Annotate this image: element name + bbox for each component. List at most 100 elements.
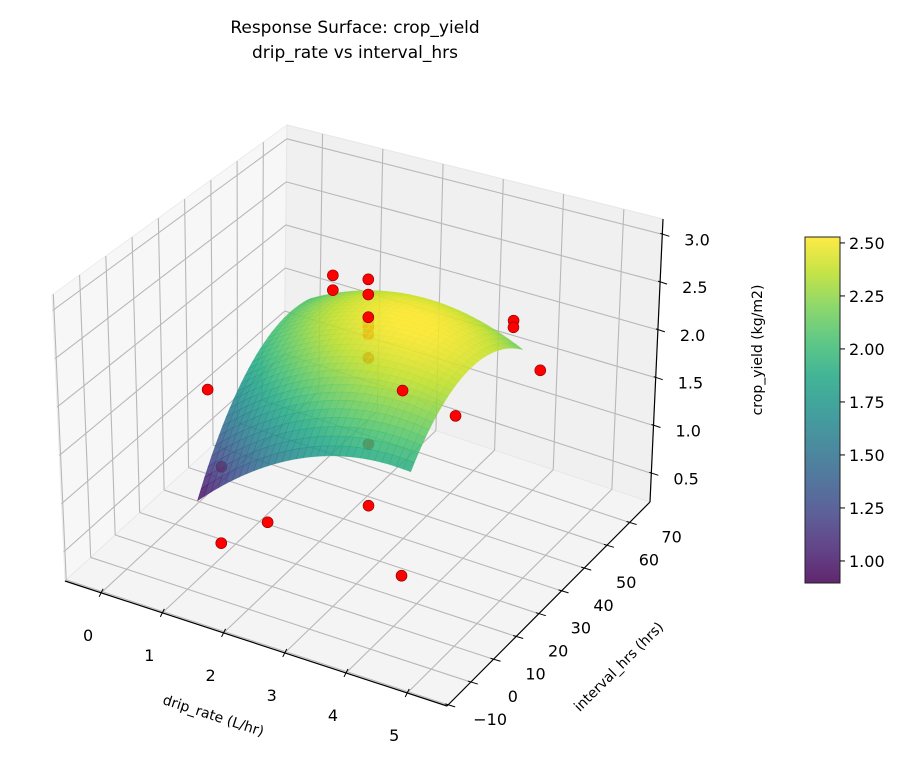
y-tick-label: 50 — [616, 573, 636, 592]
x-axis-label: drip_rate (L/hr) — [161, 692, 266, 740]
x-tick — [221, 628, 227, 638]
left-gridline-y — [210, 180, 214, 446]
floor-gridline-y — [66, 579, 449, 706]
z-tick-label: 0.5 — [673, 469, 698, 488]
colorbar-frame — [804, 236, 841, 584]
colorbar-tick-label: 2.50 — [849, 234, 885, 253]
y-tick — [535, 612, 547, 617]
data-point — [396, 384, 409, 397]
visible-points — [201, 269, 547, 582]
data-point — [261, 516, 274, 529]
x-tick-label: 0 — [83, 626, 93, 645]
floor-gridline-y — [163, 489, 540, 615]
colorbar-tick-label: 2.00 — [849, 340, 885, 359]
left-gridline-z — [58, 267, 286, 456]
y-tick — [444, 703, 456, 708]
left-gridline-y — [184, 199, 190, 468]
data-point — [201, 383, 214, 396]
surface-patch — [403, 459, 415, 473]
left-gridline-y — [105, 256, 116, 535]
z-axis-line — [649, 218, 664, 503]
x-axis-line — [64, 580, 448, 707]
back-gridline-x — [552, 194, 565, 470]
z-tick — [649, 471, 659, 476]
floor-gridline-y — [139, 511, 517, 638]
z-tick-label: 2.0 — [680, 326, 705, 345]
floor-gridline-y — [90, 556, 471, 683]
colorbar-gradient — [805, 237, 840, 583]
colorbar: 1.00 1.25 1.50 1.75 2.00 2.25 2.50 — [804, 234, 885, 584]
z-tick — [655, 328, 666, 333]
y-tick-label: 70 — [661, 528, 681, 547]
floor-gridline-x — [345, 469, 554, 674]
y-tick — [490, 657, 501, 662]
y-axis-line — [446, 501, 651, 707]
colorbar-tick-label: 1.75 — [849, 393, 885, 412]
y-tick — [513, 635, 524, 639]
floor-gridline-y — [114, 534, 494, 660]
x-tick — [343, 668, 349, 678]
data-point — [534, 364, 547, 377]
y-tick — [467, 680, 478, 685]
left-gridline-z — [61, 310, 286, 505]
z-tick-label: 1.5 — [678, 374, 703, 393]
y-tick — [603, 543, 615, 548]
z-tick-label: 1.0 — [676, 422, 701, 441]
back-gridline-x — [494, 179, 504, 451]
y-tick-label: 10 — [525, 664, 545, 683]
back-gridline-z — [285, 224, 659, 331]
chart-title: Response Surface: crop_yield — [230, 18, 479, 38]
x-tick — [282, 648, 288, 658]
floor-gridline-x — [406, 488, 613, 694]
y-tick-label: 40 — [593, 596, 613, 615]
x-tick-label: 5 — [389, 726, 399, 745]
left-gridline-y — [79, 275, 92, 558]
x-tick-label: 3 — [267, 686, 277, 705]
x-tick — [159, 608, 165, 618]
data-point — [362, 311, 375, 324]
floor-gridline-y — [212, 444, 585, 569]
z-tick-label: 3.0 — [684, 230, 709, 249]
y-tick-label: 0 — [508, 687, 518, 706]
data-point — [327, 284, 339, 296]
y-tick — [626, 521, 637, 525]
floor-gridline-x — [284, 449, 495, 654]
data-point — [215, 537, 228, 549]
data-point — [395, 569, 408, 582]
z-tick — [657, 280, 668, 285]
back-gridline-z — [286, 181, 661, 283]
y-tick-label: 30 — [571, 619, 591, 638]
chart-subtitle: drip_rate vs interval_hrs — [252, 43, 458, 63]
y-tick-label: 20 — [548, 641, 568, 660]
z-tick — [653, 376, 663, 381]
x-tick-label: 4 — [328, 706, 338, 725]
data-point — [507, 321, 520, 334]
z-tick — [660, 232, 670, 237]
response-surface — [196, 290, 523, 502]
z-tick — [651, 424, 661, 428]
y-tick — [558, 589, 569, 594]
data-point — [362, 499, 375, 512]
colorbar-tick-label: 1.00 — [849, 552, 885, 571]
data-point — [362, 273, 375, 286]
y-tick-label: −10 — [473, 710, 507, 729]
left-gridline-z — [56, 224, 287, 408]
x-tick-label: 2 — [205, 666, 215, 685]
left-gridline-z — [54, 181, 287, 360]
data-point — [449, 410, 462, 422]
data-point — [362, 288, 375, 301]
colorbar-tick-label: 1.50 — [849, 446, 885, 465]
z-axis-label: crop_yield (kg/m2) — [750, 285, 766, 416]
back-gridline-z — [286, 138, 663, 235]
y-tick — [581, 566, 592, 571]
y-tick-label: 60 — [639, 550, 659, 569]
axis-lines — [64, 218, 670, 708]
x-tick — [404, 688, 410, 698]
tick-labels: 012345−100102030405060700.51.01.52.02.53… — [83, 230, 710, 745]
left-gridline-z — [52, 138, 288, 311]
z-tick-label: 2.5 — [682, 278, 707, 297]
colorbar-tick-label: 2.25 — [849, 287, 885, 306]
floor-gridline-y — [188, 467, 562, 592]
left-gridline-y — [52, 294, 67, 580]
